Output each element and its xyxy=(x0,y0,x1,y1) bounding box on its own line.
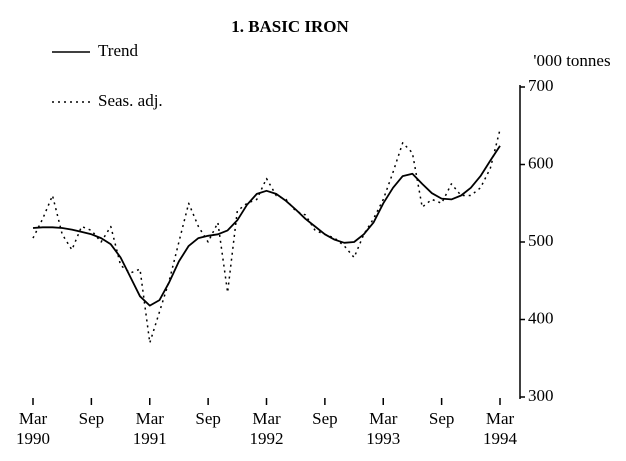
y-tick-label: 600 xyxy=(528,153,554,172)
y-tick-label: 500 xyxy=(528,231,554,250)
legend-label: Seas. adj. xyxy=(98,91,163,110)
x-tick-label: Mar 1993 xyxy=(366,409,401,448)
x-tick-label: Sep xyxy=(195,409,221,428)
line-series xyxy=(32,145,501,307)
line-series xyxy=(32,129,501,344)
y-tick-label: 700 xyxy=(528,76,554,95)
y-axis-label: '000 tonnes xyxy=(533,51,610,70)
x-tick-label: Mar 1992 xyxy=(249,409,284,448)
x-tick-label: Sep xyxy=(78,409,105,428)
x-tick-label: Sep xyxy=(312,409,338,428)
y-tick-label: 400 xyxy=(528,308,554,327)
x-tick-label: Mar 1991 xyxy=(132,409,167,448)
y-tick-label: 300 xyxy=(528,386,554,405)
legend-label: Trend xyxy=(98,41,138,60)
x-tick-label: Mar 1994 xyxy=(483,409,517,448)
x-tick-label: Mar 1990 xyxy=(16,409,50,448)
x-tick-label: Sep xyxy=(428,409,455,428)
chart-title: 1. BASIC IRON xyxy=(231,17,349,36)
